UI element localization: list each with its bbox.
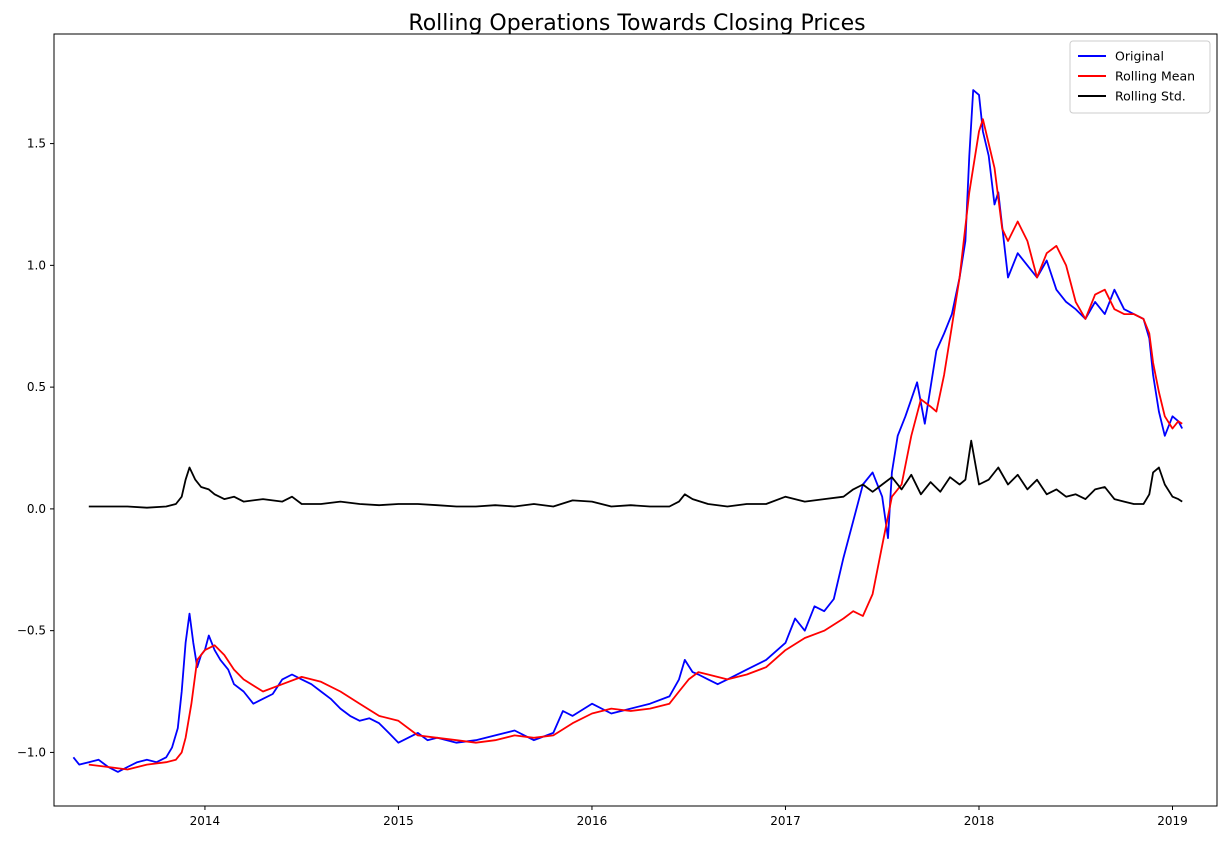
series-layer [72,89,1183,773]
series-line-rolling-std [88,439,1183,509]
y-tick-label: 0.5 [27,380,46,394]
legend: Original Rolling Mean Rolling Std. [1069,40,1211,114]
legend-label: Original [1115,49,1164,64]
x-tick-label: 2014 [190,814,221,828]
x-tick-label: 2015 [383,814,414,828]
series-line-original [72,89,1183,773]
x-tick-label: 2018 [964,814,995,828]
y-tick-label: −0.5 [17,624,46,638]
x-tick-label: 2019 [1157,814,1188,828]
axes-layer: 2014 2015 2016 2017 2018 2019 −1.0 −0.5 0.0 0.5 1.… [17,137,1188,828]
plot-frame [53,33,1218,807]
y-tick-label: 1.0 [27,258,46,272]
series-line-rolling-mean [88,118,1183,771]
legend-label: Rolling Std. [1115,89,1186,104]
y-tick-label: −1.0 [17,745,46,759]
y-tick-label: 1.5 [27,137,46,151]
x-tick-label: 2016 [577,814,608,828]
legend-label: Rolling Mean [1115,69,1195,84]
chart-title: Rolling Operations Towards Closing Price… [408,11,865,36]
y-tick-label: 0.0 [27,502,46,516]
x-tick-label: 2017 [770,814,801,828]
